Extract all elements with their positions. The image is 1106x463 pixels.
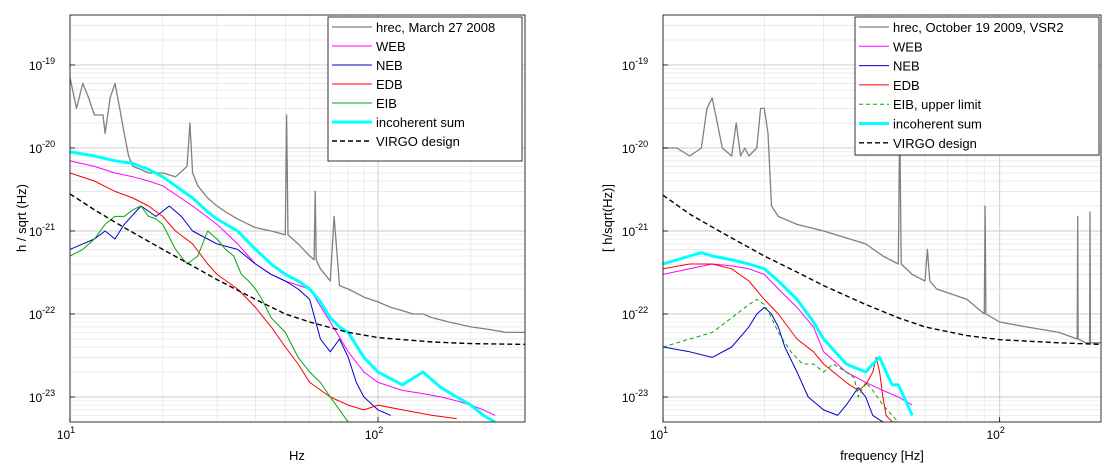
right-x-axis-label: frequency [Hz] [840,448,924,463]
left-series-group [70,77,525,422]
series-line-4 [663,298,899,422]
y-tick-label: 10-21 [622,222,648,239]
legend-label: EDB [376,77,403,92]
y-tick-label: 10-23 [29,388,55,405]
right-series-group [663,97,1101,422]
series-line-3 [70,172,457,420]
left-legend-box [327,16,523,162]
series-line-0 [663,97,1101,344]
right-legend-box [854,16,1100,156]
left-ticks: 101 102 10-23 10-22 10-21 10-20 10-19 [29,56,383,442]
y-tick-label: 10-22 [622,305,648,322]
y-tick-label: 10-21 [29,222,55,239]
legend-label: incoherent sum [893,117,982,132]
y-tick-label: 10-19 [622,56,648,73]
left-chart: 101 102 10-23 10-22 10-21 10-20 10-19 Hz h / s… [14,14,526,463]
right-ticks: 101 102 10-23 10-22 10-21 10-20 10-19 [622,56,1005,442]
right-y-axis-label: [ h/sqrt(Hz)] [600,184,615,252]
legend-label: EIB [376,96,397,111]
left-x-axis-label: Hz [289,448,305,463]
legend-label: VIRGO design [893,136,977,151]
series-line-2 [663,306,884,422]
series-line-4 [70,205,349,422]
series-line-3 [663,263,899,422]
legend-label: EDB [893,78,920,93]
legend-label: NEB [893,59,920,74]
legend-label: WEB [376,39,406,54]
series-line-5 [663,251,914,417]
x-tick-label: 101 [57,425,75,442]
y-tick-label: 10-20 [29,139,55,156]
legend-label: EIB, upper limit [893,97,982,112]
series-line-1 [663,263,913,406]
y-tick-label: 10-20 [622,139,648,156]
left-y-axis-label: h / sqrt (Hz) [14,184,29,252]
legend-label: hrec, October 19 2009, VSR2 [893,20,1064,35]
x-tick-label: 101 [650,425,668,442]
right-legend: hrec, October 19 2009, VSR2 WEB NEB EDB EIB,… [854,16,1100,156]
legend-label: VIRGO design [376,134,460,149]
series-line-6 [70,193,525,346]
left-plot-frame [69,14,526,423]
right-chart: 101 102 10-23 10-22 10-21 10-20 10-19 frequenc… [600,14,1102,463]
x-tick-label: 102 [365,425,383,442]
series-line-5 [70,150,496,422]
series-line-0 [70,77,525,334]
y-tick-label: 10-22 [29,305,55,322]
right-plot-frame [662,14,1102,423]
y-tick-label: 10-19 [29,56,55,73]
left-legend: hrec, March 27 2008 WEB NEB EDB EIB incoheren… [327,16,523,162]
legend-label: WEB [893,39,923,54]
series-line-6 [663,194,1101,346]
x-tick-label: 102 [986,425,1004,442]
series-line-2 [70,205,391,416]
series-line-1 [70,160,496,416]
legend-label: NEB [376,58,403,73]
legend-label: incoherent sum [376,115,465,130]
legend-label: hrec, March 27 2008 [376,20,495,35]
y-tick-label: 10-23 [622,388,648,405]
